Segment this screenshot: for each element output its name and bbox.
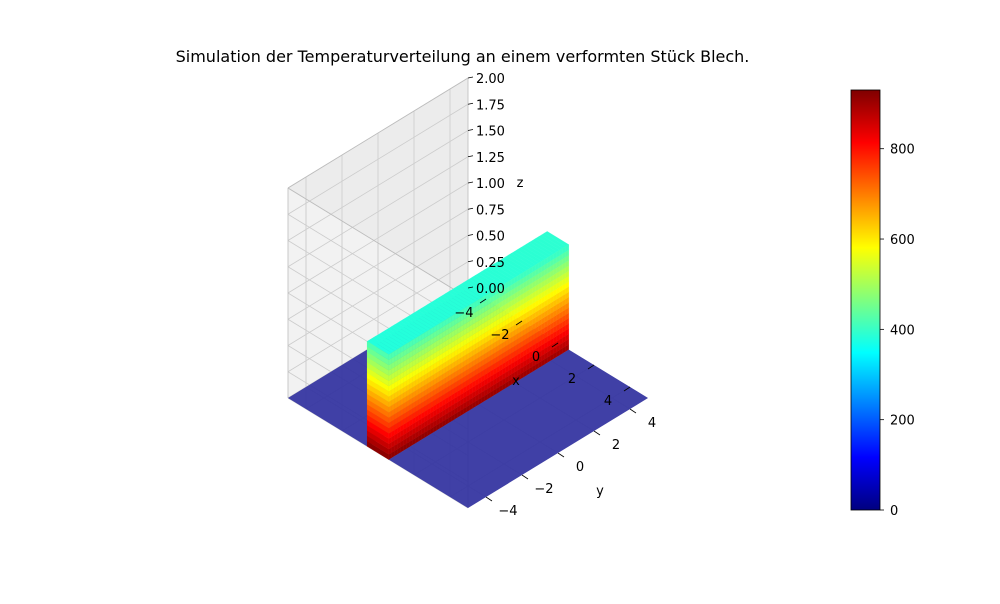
axes [467,76,637,502]
colorbar-tick-label: 600 [890,233,915,248]
colorbar-bar [850,89,881,511]
y-tick [593,430,601,436]
colorbar-tick-label: 400 [890,323,915,338]
chart-title: Simulation der Temperaturverteilung an e… [175,47,750,66]
z-tick [467,102,474,105]
z-tick [467,76,474,79]
x-tick [587,364,595,370]
x-tick-label: 4 [604,394,612,409]
colorbar-tick-label: 0 [890,504,898,519]
z-axis-label: z [517,176,524,191]
surface-floor-front [388,349,648,508]
x-tick-label: 0 [532,350,540,365]
y-tick-label: 4 [648,416,656,431]
z-tick [467,260,474,263]
x-tick-label: −4 [454,306,473,321]
x-tick-label: −2 [490,328,509,343]
x-tick-label: 2 [568,372,576,387]
z-tick-label: 0.75 [476,203,505,218]
z-tick-label: 0.50 [476,230,505,245]
x-tick [479,298,487,304]
y-tick [485,496,493,502]
z-tick-label: 1.00 [476,177,505,192]
x-tick [551,342,559,348]
z-tick-label: 2.00 [476,72,505,87]
y-axis-label: y [596,484,604,499]
x-tick [623,386,631,392]
surface [288,231,648,508]
z-tick-label: 0.00 [476,282,505,297]
z-tick [467,234,474,236]
colorbar-tick-label: 800 [890,143,915,158]
z-tick-label: 1.75 [476,98,505,113]
z-tick [467,286,474,289]
z-tick [467,155,474,158]
y-tick [521,474,529,480]
z-tick [467,181,474,184]
y-tick-label: −4 [498,504,517,519]
colorbar: 0 200 400 600 800 [850,89,915,519]
y-tick-label: 0 [576,460,584,475]
colorbar-tick-label: 200 [890,414,915,429]
z-tick-label: 0.25 [476,256,505,271]
pane-edge [287,187,469,299]
z-tick-label: 1.25 [476,151,505,166]
pane-edge [287,77,469,189]
y-tick [629,408,637,414]
x-tick [515,320,523,326]
axis-labels: 4 2 0 −2 −4 x −4 −2 0 2 4 y 0.00 0.25 0.50 0.75 1.00 1.25… [454,72,656,519]
y-tick [557,452,565,458]
x-axis-label: x [512,374,520,389]
z-tick-label: 1.50 [476,125,505,140]
z-tick [467,207,474,210]
z-tick [467,129,474,131]
y-tick-label: 2 [612,438,620,453]
y-tick-label: −2 [534,482,553,497]
surface-ridge-front-wall [565,244,569,252]
